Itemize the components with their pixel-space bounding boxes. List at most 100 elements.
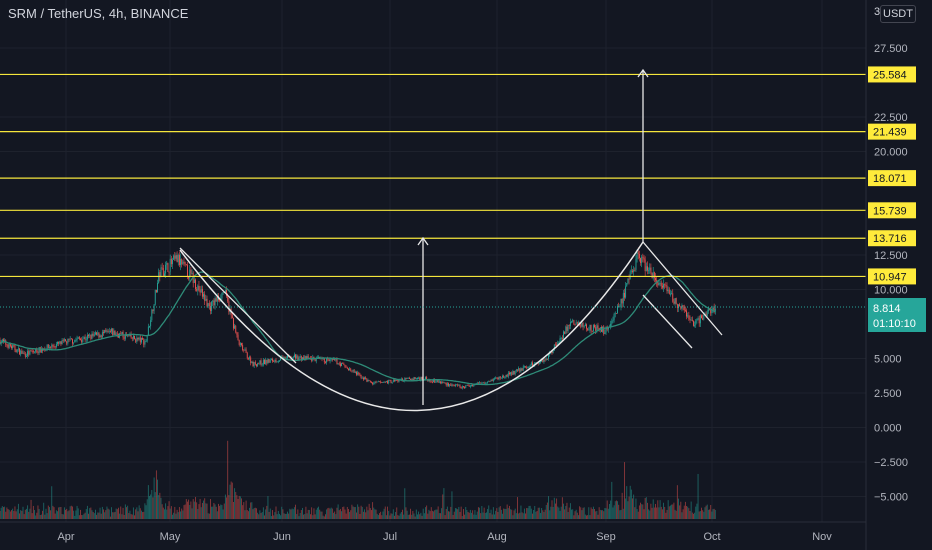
volume-bar xyxy=(511,509,513,519)
volume-bar xyxy=(82,515,84,519)
volume-bar xyxy=(594,508,595,519)
volume-bar xyxy=(55,510,57,519)
volume-bar xyxy=(45,508,47,519)
candle-body xyxy=(72,339,73,344)
volume-bar xyxy=(276,514,278,519)
currency-unit-button[interactable]: USDT xyxy=(880,5,916,23)
volume-bar xyxy=(152,497,154,519)
volume-bar xyxy=(498,507,500,519)
candle-body xyxy=(180,259,181,266)
candle-body xyxy=(349,368,351,370)
volume-bar xyxy=(696,503,698,519)
candle-body xyxy=(590,324,592,331)
volume-bar xyxy=(384,506,386,519)
volume-bar xyxy=(652,499,654,519)
candle-body xyxy=(326,358,328,363)
candle-body xyxy=(153,304,155,311)
candle-body xyxy=(105,329,107,332)
candle-body xyxy=(235,325,237,333)
time-tick-label: Aug xyxy=(487,531,507,543)
candle-body xyxy=(567,325,569,331)
volume-bar xyxy=(464,514,466,519)
volume-bar xyxy=(109,516,111,519)
candle-body xyxy=(711,309,713,314)
volume-bar xyxy=(100,513,102,519)
volume-bar xyxy=(137,511,139,519)
candle-body xyxy=(454,384,456,386)
candle-body xyxy=(365,377,367,380)
volume-bar xyxy=(180,511,181,519)
volume-bar xyxy=(185,499,187,519)
candle-body xyxy=(647,266,648,271)
volume-bar xyxy=(199,498,201,519)
volume-bar xyxy=(701,507,702,519)
candle-body xyxy=(445,382,447,386)
volume-bar xyxy=(57,511,58,519)
candle-body xyxy=(170,258,172,265)
candle-body xyxy=(509,372,510,375)
candle-body xyxy=(287,355,288,359)
volume-bar xyxy=(632,498,633,519)
volume-bar xyxy=(437,506,439,519)
volume-bar xyxy=(93,513,95,519)
volume-bar xyxy=(430,507,432,519)
volume-bar xyxy=(320,511,322,519)
candle-body xyxy=(710,309,712,314)
volume-bar xyxy=(367,510,369,519)
volume-bar xyxy=(702,510,704,519)
volume-bar xyxy=(552,506,554,519)
candle-body xyxy=(336,358,338,364)
candle-body xyxy=(107,330,109,332)
volume-bar xyxy=(98,512,100,519)
candle-body xyxy=(548,354,549,359)
volume-bar xyxy=(322,515,324,519)
candle-body xyxy=(22,352,24,354)
chart-title: SRM / TetherUS, 4h, BINANCE xyxy=(8,6,189,21)
volume-bar xyxy=(78,515,80,519)
candle-body xyxy=(221,292,223,299)
price-tick-label: 10.000 xyxy=(874,285,908,297)
volume-bar xyxy=(419,514,421,519)
candle-body xyxy=(242,344,244,350)
volume-bar xyxy=(353,507,355,519)
volume-bar xyxy=(308,509,310,519)
volume-bar xyxy=(1,506,3,519)
volume-bar xyxy=(257,512,259,519)
candle-body xyxy=(358,372,360,375)
volume-bar xyxy=(256,508,257,519)
candle-body xyxy=(471,385,472,386)
candle-body xyxy=(352,370,354,372)
candle-body xyxy=(568,325,570,326)
candle-body xyxy=(420,376,422,380)
volume-bar xyxy=(228,495,230,519)
volume-bar xyxy=(295,504,296,519)
volume-bar xyxy=(191,508,193,519)
volume-bar xyxy=(293,507,295,519)
volume-bar xyxy=(92,511,94,519)
volume-bar xyxy=(414,516,416,519)
volume-bar xyxy=(443,488,445,519)
volume-bar xyxy=(422,508,424,519)
candle-body xyxy=(211,301,213,311)
volume-bar xyxy=(625,498,627,519)
candle-body xyxy=(250,357,252,364)
candle-body xyxy=(495,377,497,379)
volume-bar xyxy=(224,494,226,519)
candle-body xyxy=(440,381,441,383)
volume-bar xyxy=(442,494,444,519)
candle-body xyxy=(435,382,437,383)
volume-bar xyxy=(530,508,532,519)
candle-body xyxy=(487,381,489,383)
candle-body xyxy=(372,382,374,385)
volume-bar xyxy=(318,506,319,519)
volume-bar xyxy=(446,506,448,519)
candle-body xyxy=(262,359,264,365)
candle-body xyxy=(444,382,446,384)
candle-body xyxy=(178,254,180,266)
candle-body xyxy=(234,325,236,329)
candle-body xyxy=(104,329,106,333)
candle-body xyxy=(521,368,523,371)
volume-bar xyxy=(73,510,75,519)
volume-bar xyxy=(111,507,112,519)
